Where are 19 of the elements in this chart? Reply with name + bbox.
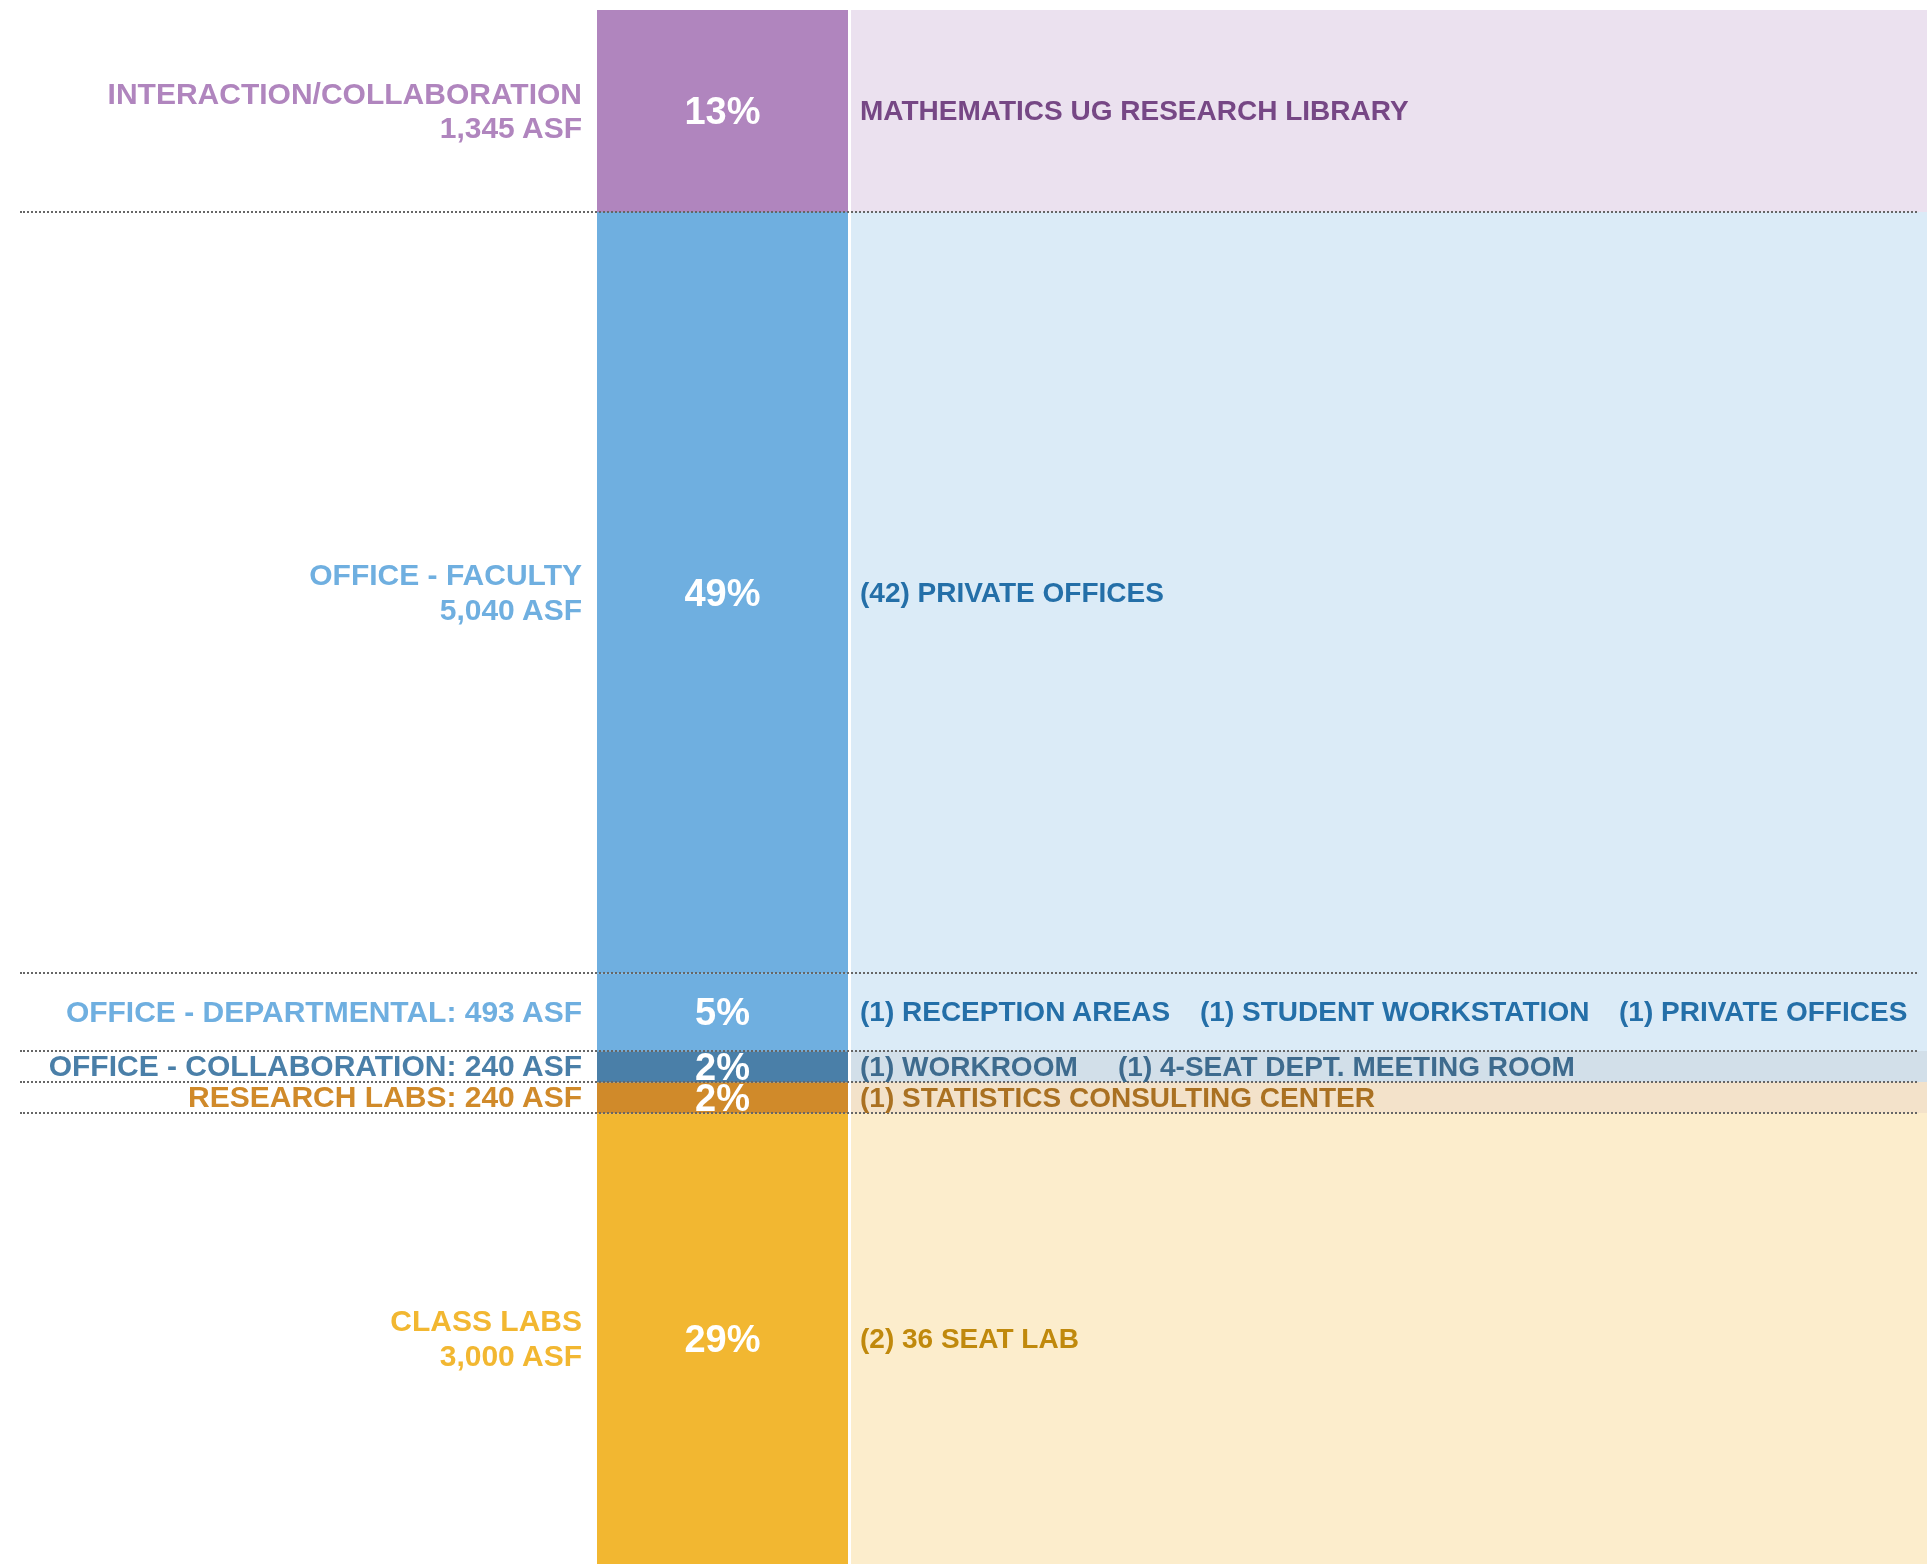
- bar: [597, 10, 848, 213]
- text: (2) 36 SEAT LAB: [860, 1322, 1079, 1355]
- series-label: OFFICE - FACULTY 5,040 ASF: [309, 558, 582, 628]
- text: (42) PRIVATE OFFICES: [860, 576, 1164, 609]
- text: (1) STATISTICS CONSULTING CENTER: [860, 1081, 1375, 1114]
- text: (1) PRIVATE OFFICES: [1619, 996, 1908, 1029]
- text: (1) WORKROOM: [860, 1050, 1078, 1083]
- data-label: 29%: [684, 1317, 761, 1360]
- data-label: 49%: [684, 571, 761, 614]
- data-label: 5%: [695, 991, 750, 1034]
- data-label: 13%: [684, 90, 761, 133]
- text: (1) RECEPTION AREAS: [860, 996, 1171, 1029]
- series-label: INTERACTION/COLLABORATION 1,345 ASF: [107, 76, 582, 146]
- text: MATHEMATICS UG RESEARCH LIBRARY: [860, 95, 1409, 128]
- text: (1) STUDENT WORKSTATION: [1200, 996, 1590, 1029]
- series-label: OFFICE - DEPARTMENTAL: 493 ASF: [65, 994, 582, 1030]
- bar: [597, 1113, 848, 1564]
- series-label: CLASS LABS 3,000 ASF: [390, 1304, 582, 1374]
- text: (1) 4-SEAT DEPT. MEETING ROOM: [1118, 1050, 1575, 1083]
